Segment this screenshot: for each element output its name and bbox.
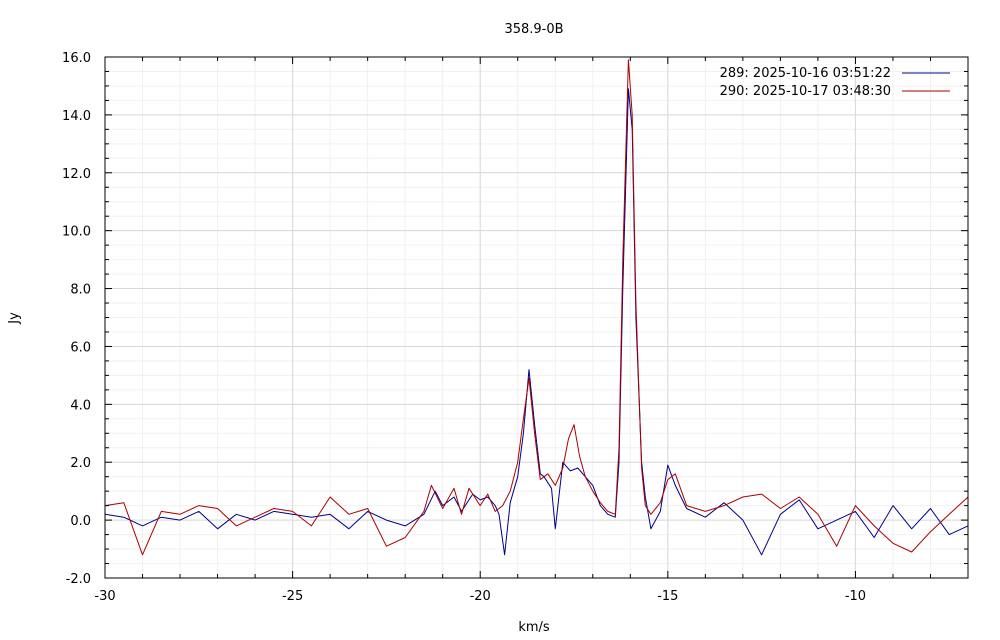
legend-label-1: 289: 2025-10-16 03:51:22	[720, 66, 891, 81]
y-tick-label: 12.0	[62, 167, 91, 182]
axis-ticks: -30 -25 -20 -15 -10 -2.0 0.0 2.0 4.0 6.0 8.0 10.0 12…	[62, 51, 969, 604]
chart-title: 358.9-0B	[504, 22, 563, 37]
x-tick-label: -30	[94, 589, 115, 604]
y-tick-label: 16.0	[62, 51, 91, 66]
y-tick-label: 8.0	[70, 283, 91, 298]
grid	[104, 56, 969, 579]
y-tick-label: 2.0	[70, 456, 91, 471]
y-tick-label: 10.0	[62, 225, 91, 240]
x-tick-label: -10	[845, 589, 866, 604]
y-axis-title: Jy	[7, 312, 22, 325]
y-tick-label: -2.0	[66, 572, 91, 587]
y-tick-label: 14.0	[62, 109, 91, 124]
y-tick-label: 6.0	[70, 340, 91, 355]
series-line-2	[104, 59, 969, 556]
x-tick-label: -20	[470, 589, 491, 604]
series-group	[104, 59, 969, 556]
x-tick-label: -15	[657, 589, 678, 604]
y-tick-label: 0.0	[70, 514, 91, 529]
x-axis-title: km/s	[518, 620, 550, 635]
x-tick-label: -25	[282, 589, 303, 604]
series-line-1	[104, 88, 969, 556]
legend-label-2: 290: 2025-10-17 03:48:30	[720, 84, 891, 99]
legend: 289: 2025-10-16 03:51:22 290: 2025-10-17 …	[720, 66, 950, 99]
y-tick-label: 4.0	[70, 398, 91, 413]
